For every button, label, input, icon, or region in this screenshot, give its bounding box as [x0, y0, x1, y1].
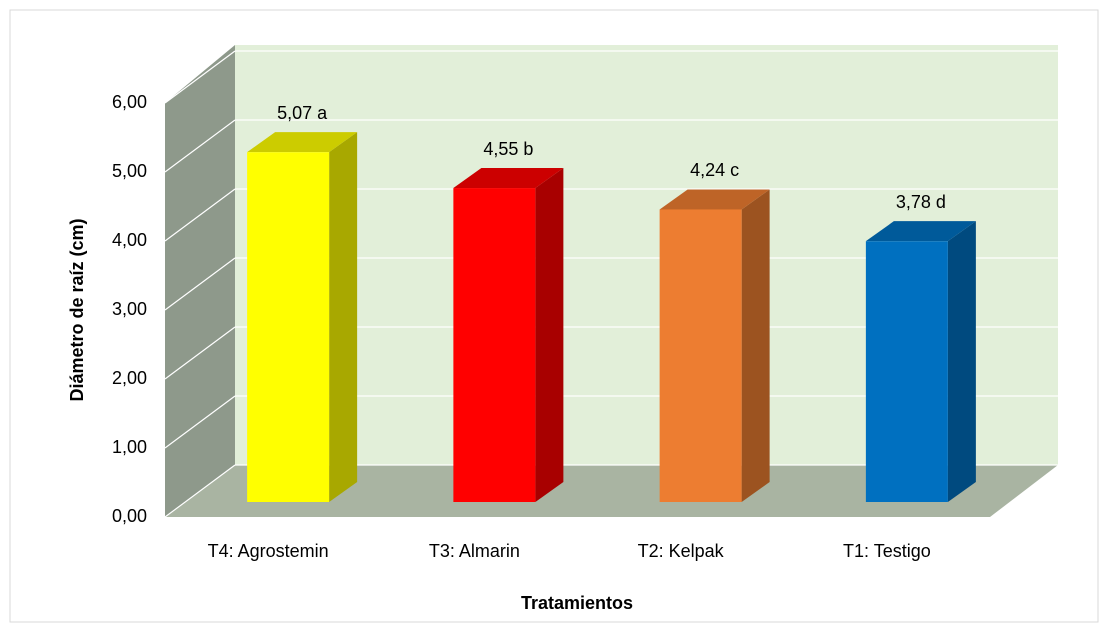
x-tick-label: T2: Kelpak: [638, 541, 725, 561]
bar-side: [741, 189, 770, 502]
y-tick-label: 5,00: [112, 161, 147, 181]
grid-line: [164, 188, 236, 242]
grid-line: [164, 257, 236, 311]
back-wall: [235, 45, 1058, 465]
x-tick-label: T4: Agrostemin: [208, 541, 329, 561]
value-label: 4,24 c: [690, 160, 739, 180]
bar: [453, 188, 536, 503]
side-wall: [165, 45, 235, 517]
x-tick-label: T3: Almarin: [429, 541, 520, 561]
y-axis-title: Diámetro de raíz (cm): [67, 218, 87, 401]
bar-side: [329, 132, 358, 503]
grid-line: [164, 464, 236, 518]
y-tick-label: 2,00: [112, 368, 147, 388]
bar-side: [947, 221, 976, 502]
floor: [165, 465, 1058, 517]
grid-line: [164, 395, 236, 449]
value-label: 3,78 d: [896, 192, 946, 212]
x-axis-title: Tratamientos: [521, 593, 633, 613]
value-label: 5,07 a: [277, 103, 328, 123]
bar: [247, 152, 330, 503]
bar-top: [247, 132, 358, 153]
y-tick-label: 3,00: [112, 299, 147, 319]
y-tick-label: 0,00: [112, 506, 147, 526]
bar-top: [659, 189, 770, 210]
bar: [659, 209, 742, 502]
bar-side: [535, 168, 564, 503]
grid-line: [164, 50, 236, 104]
bar-top: [865, 221, 976, 242]
y-tick-label: 4,00: [112, 230, 147, 250]
x-tick-label: T1: Testigo: [843, 541, 931, 561]
bar-top: [453, 168, 564, 189]
y-tick-label: 6,00: [112, 92, 147, 112]
y-tick-label: 1,00: [112, 437, 147, 457]
grid-line: [164, 326, 236, 380]
grid-line: [164, 119, 236, 173]
bar: [865, 241, 948, 502]
value-label: 4,55 b: [483, 139, 533, 159]
